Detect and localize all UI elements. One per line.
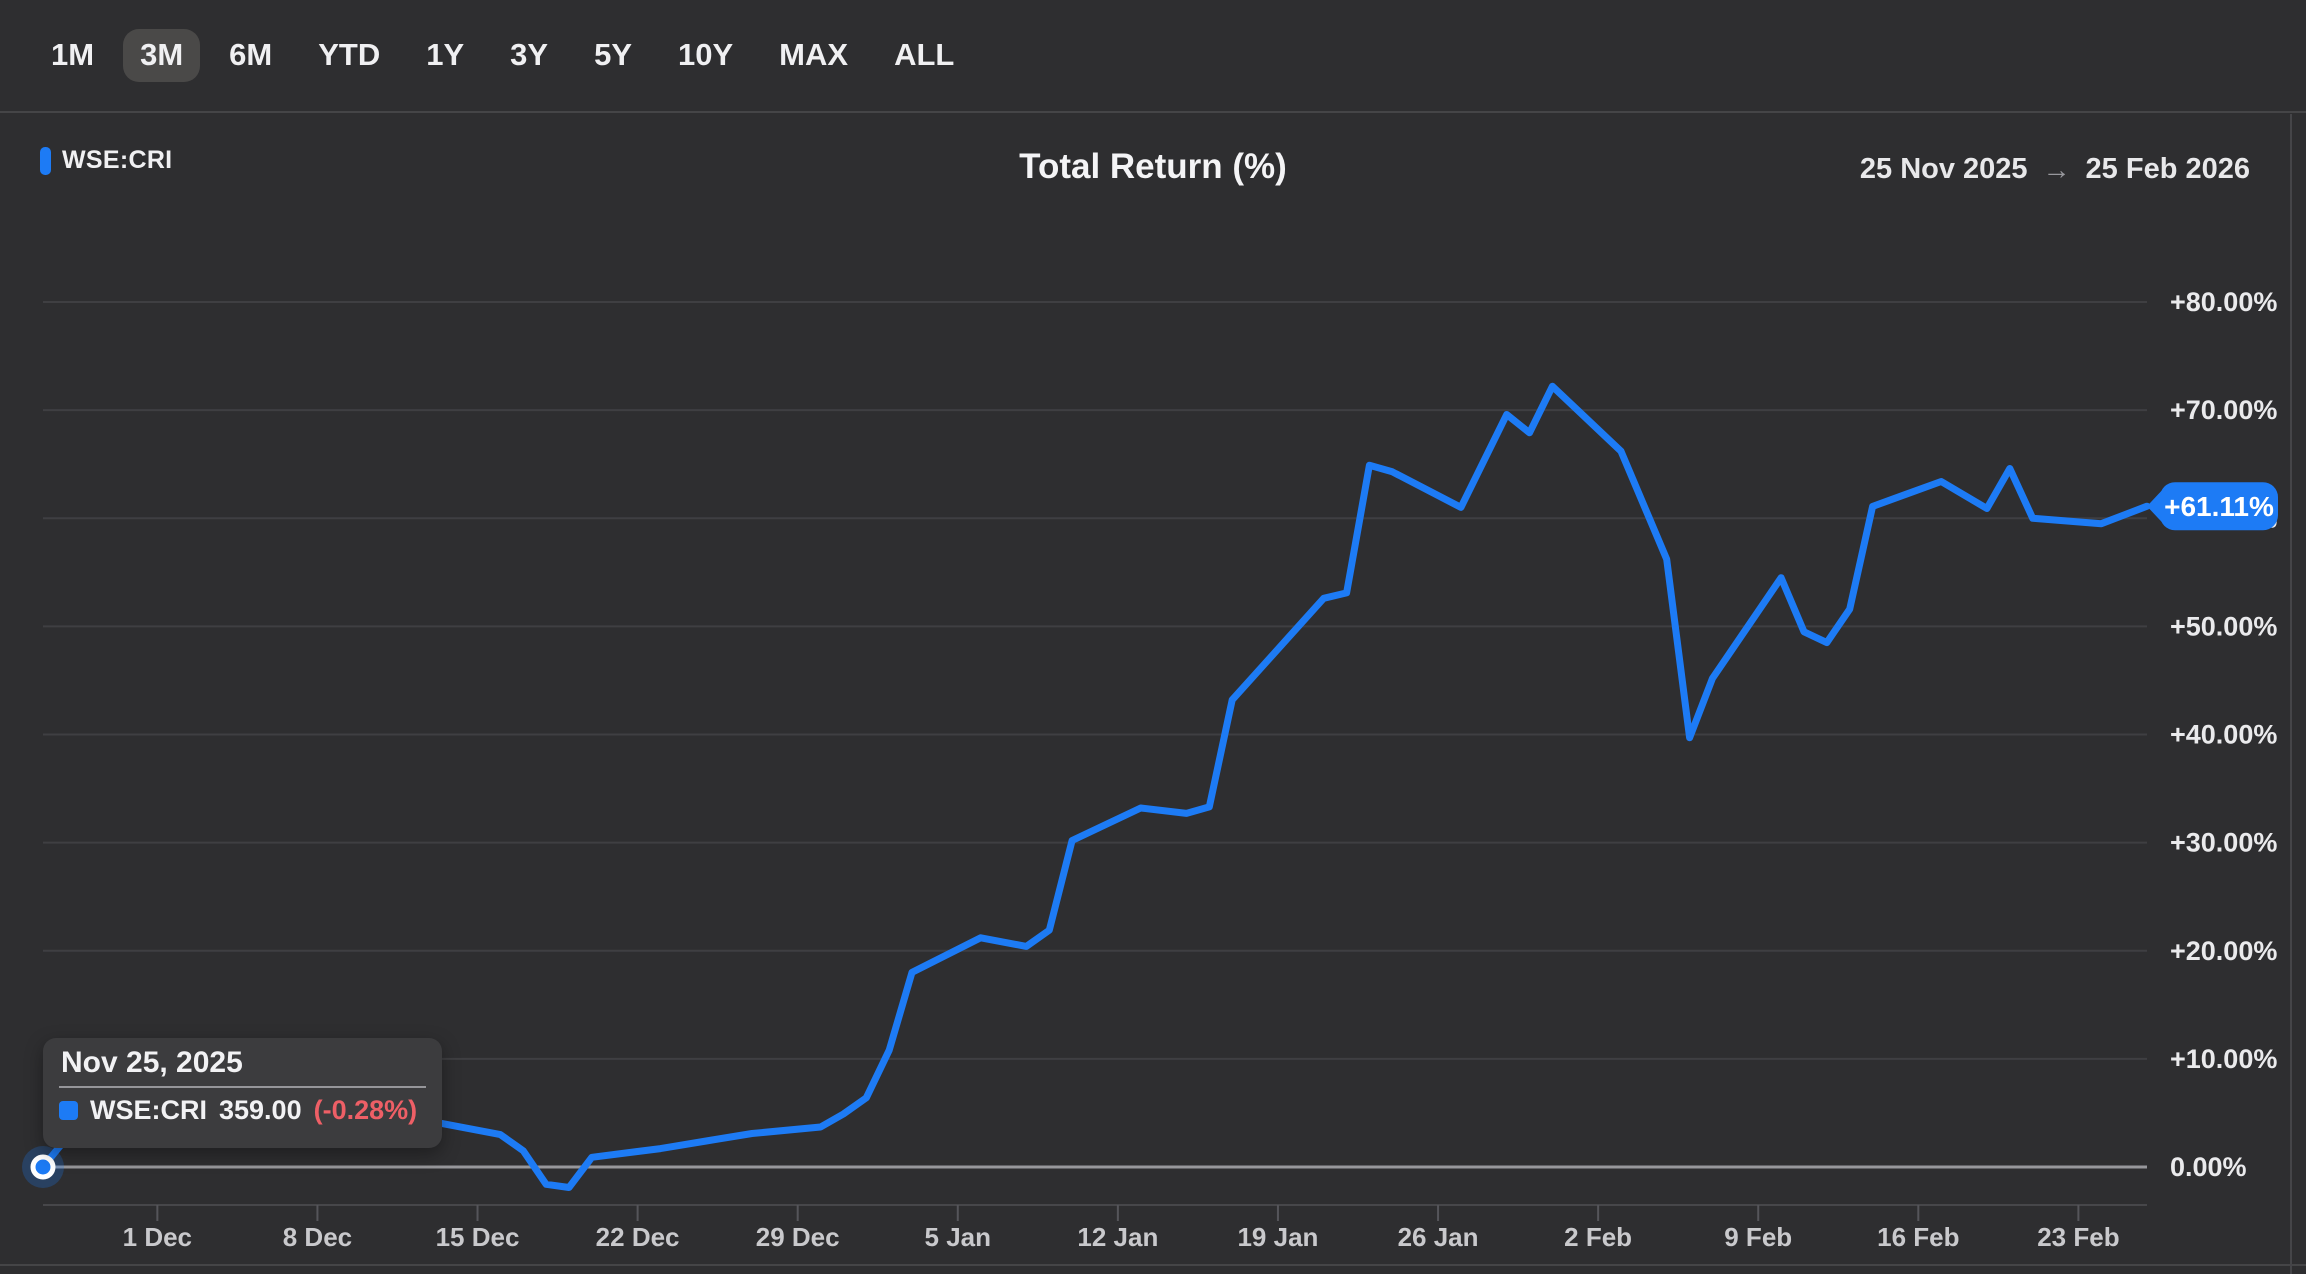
chart-tooltip: Nov 25, 2025 WSE:CRI 359.00 (-0.28%)	[43, 1038, 442, 1148]
date-range-control[interactable]: 25 Nov 2025 → 25 Feb 2026	[1860, 153, 2250, 186]
tooltip-price-value: 359.00	[219, 1095, 302, 1125]
x-axis-label: 9 Feb	[1724, 1222, 1792, 1252]
tooltip-date: Nov 25, 2025	[61, 1046, 243, 1079]
y-axis-label: +30.00%	[2170, 828, 2277, 858]
range-button-3m[interactable]: 3M	[123, 29, 201, 82]
date-range-start[interactable]: 25 Nov 2025	[1859, 153, 2028, 185]
arrow-right-icon: →	[2042, 153, 2071, 185]
range-button-all[interactable]: ALL	[877, 29, 971, 81]
range-button-6m[interactable]: 6M	[212, 29, 289, 81]
tooltip-series-name: WSE:CRI	[90, 1095, 207, 1125]
y-axis-label: +80.00%	[2170, 287, 2277, 317]
x-axis-label: 8 Dec	[283, 1222, 352, 1252]
x-axis-label: 16 Feb	[1877, 1222, 1959, 1252]
x-axis-label: 5 Jan	[925, 1222, 992, 1252]
range-button-5y[interactable]: 5Y	[577, 29, 649, 81]
x-axis-label: 29 Dec	[756, 1222, 840, 1252]
x-axis-label: 22 Dec	[596, 1222, 680, 1252]
tooltip-series-row: WSE:CRI 359.00 (-0.28%)	[59, 1095, 426, 1126]
value-badge-label: +61.11%	[2164, 491, 2274, 522]
range-button-ytd[interactable]: YTD	[301, 29, 397, 81]
range-button-max[interactable]: MAX	[762, 29, 865, 81]
page-title: Total Return (%)	[1019, 147, 1287, 186]
y-axis-label: +40.00%	[2170, 720, 2277, 750]
x-axis-label: 1 Dec	[123, 1222, 192, 1252]
x-axis-label: 2 Feb	[1564, 1222, 1632, 1252]
range-button-10y[interactable]: 10Y	[661, 29, 750, 81]
x-axis-label: 23 Feb	[2037, 1222, 2119, 1252]
cursor-marker-dot	[30, 1154, 56, 1180]
x-axis-label: 26 Jan	[1398, 1222, 1479, 1252]
date-range-end[interactable]: 25 Feb 2026	[2085, 153, 2250, 185]
y-axis-label: +10.00%	[2170, 1044, 2277, 1074]
value-badge-tail	[2147, 490, 2162, 523]
range-button-1y[interactable]: 1Y	[409, 29, 481, 81]
tooltip-divider	[59, 1086, 426, 1088]
x-axis-label: 12 Jan	[1077, 1222, 1158, 1252]
y-axis-label: +20.00%	[2170, 936, 2277, 966]
range-button-1m[interactable]: 1M	[34, 29, 111, 81]
y-axis-label: +70.00%	[2170, 395, 2277, 425]
legend-series-label: WSE:CRI	[62, 146, 173, 174]
x-axis-label: 15 Dec	[436, 1222, 520, 1252]
x-axis-label: 19 Jan	[1237, 1222, 1318, 1252]
value-badge	[2160, 482, 2278, 531]
range-button-3y[interactable]: 3Y	[493, 29, 565, 81]
tooltip-color-chip	[59, 1101, 78, 1120]
tooltip-change-percent: (-0.28%)	[313, 1095, 418, 1125]
y-axis-label: 0.00%	[2170, 1152, 2247, 1182]
y-axis-label: +50.00%	[2170, 611, 2277, 641]
legend-color-chip	[40, 146, 51, 175]
series-legend: WSE:CRI	[40, 146, 172, 175]
time-range-toolbar: 1M 3M 6M YTD 1Y 3Y 5Y 10Y MAX ALL	[0, 0, 2306, 113]
